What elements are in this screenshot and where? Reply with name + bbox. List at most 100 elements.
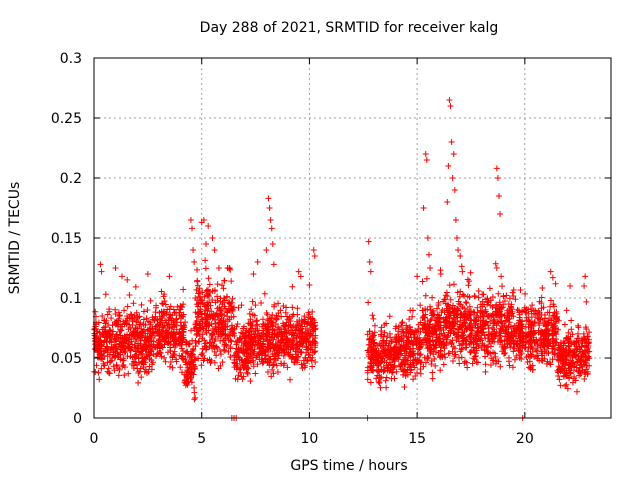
data-point	[401, 383, 408, 390]
data-point	[263, 309, 270, 316]
data-point	[441, 296, 448, 303]
data-point	[393, 368, 400, 375]
data-point	[258, 350, 265, 357]
data-point	[491, 350, 498, 357]
data-point	[440, 361, 447, 368]
data-point	[444, 199, 451, 205]
data-point	[171, 348, 178, 355]
data-point	[399, 326, 406, 333]
data-point	[460, 292, 467, 299]
data-point	[369, 367, 376, 374]
data-point	[482, 361, 489, 368]
data-point	[106, 326, 113, 333]
data-point	[99, 312, 106, 319]
data-point	[371, 329, 378, 336]
data-point	[307, 331, 314, 338]
data-point	[380, 339, 387, 346]
data-point	[130, 300, 137, 307]
data-point	[513, 352, 520, 359]
data-point	[148, 366, 155, 373]
data-point	[190, 346, 197, 353]
data-point	[472, 332, 479, 339]
data-point	[537, 336, 544, 343]
data-point	[147, 297, 154, 304]
data-point	[188, 327, 195, 334]
data-point	[373, 375, 380, 382]
data-point	[510, 293, 517, 300]
data-point	[213, 352, 220, 359]
data-point	[441, 309, 448, 316]
data-point	[177, 306, 184, 313]
data-point	[191, 259, 198, 265]
data-point	[161, 354, 168, 361]
data-point	[509, 364, 516, 371]
data-point	[189, 225, 196, 232]
data-point	[364, 347, 371, 354]
data-point	[455, 354, 462, 361]
data-point	[233, 362, 240, 369]
data-point	[537, 344, 544, 351]
data-point	[294, 333, 301, 340]
data-point	[531, 339, 538, 346]
data-point	[424, 355, 431, 362]
data-point	[453, 334, 460, 341]
data-point	[278, 329, 285, 336]
data-point	[186, 340, 193, 347]
data-point	[194, 282, 201, 289]
data-point	[549, 313, 556, 320]
data-point	[193, 331, 200, 338]
data-point	[369, 332, 376, 339]
data-point	[454, 289, 461, 296]
data-point	[457, 288, 464, 295]
data-point	[124, 303, 131, 310]
data-point	[195, 327, 202, 334]
data-point	[162, 358, 169, 365]
data-point	[481, 347, 488, 354]
data-point	[304, 334, 311, 341]
data-point	[234, 320, 241, 327]
data-point	[211, 316, 218, 323]
data-point	[446, 282, 453, 289]
data-point	[176, 312, 183, 319]
data-point	[482, 308, 489, 315]
data-point	[238, 339, 245, 346]
data-point	[180, 311, 187, 318]
grid-lines	[94, 58, 611, 418]
data-point	[533, 346, 540, 353]
data-point	[219, 301, 226, 308]
data-point	[410, 337, 417, 344]
data-point	[194, 278, 201, 285]
data-point	[254, 332, 261, 339]
data-point	[292, 354, 299, 361]
data-point	[134, 325, 141, 332]
data-point	[381, 329, 388, 336]
data-point	[395, 356, 402, 363]
data-point	[372, 345, 379, 352]
data-point	[204, 288, 211, 295]
data-point	[152, 313, 159, 320]
data-point	[162, 327, 169, 334]
data-point	[547, 297, 554, 304]
data-point	[298, 361, 305, 368]
data-point	[194, 266, 201, 273]
data-point	[442, 354, 449, 361]
data-point	[198, 362, 205, 369]
data-point	[177, 364, 184, 371]
data-point	[483, 344, 490, 351]
data-point	[280, 341, 287, 348]
data-point	[155, 337, 162, 344]
data-point	[462, 322, 469, 329]
data-point	[231, 332, 238, 339]
data-point	[406, 364, 413, 371]
data-point	[265, 320, 272, 327]
data-point	[300, 357, 307, 364]
data-point	[93, 334, 100, 341]
data-point	[294, 311, 301, 318]
data-point	[528, 343, 535, 350]
data-point	[270, 370, 277, 377]
data-point	[179, 353, 186, 360]
data-point	[114, 323, 121, 330]
data-point	[112, 265, 119, 271]
data-point	[475, 314, 482, 321]
data-point	[498, 327, 505, 334]
